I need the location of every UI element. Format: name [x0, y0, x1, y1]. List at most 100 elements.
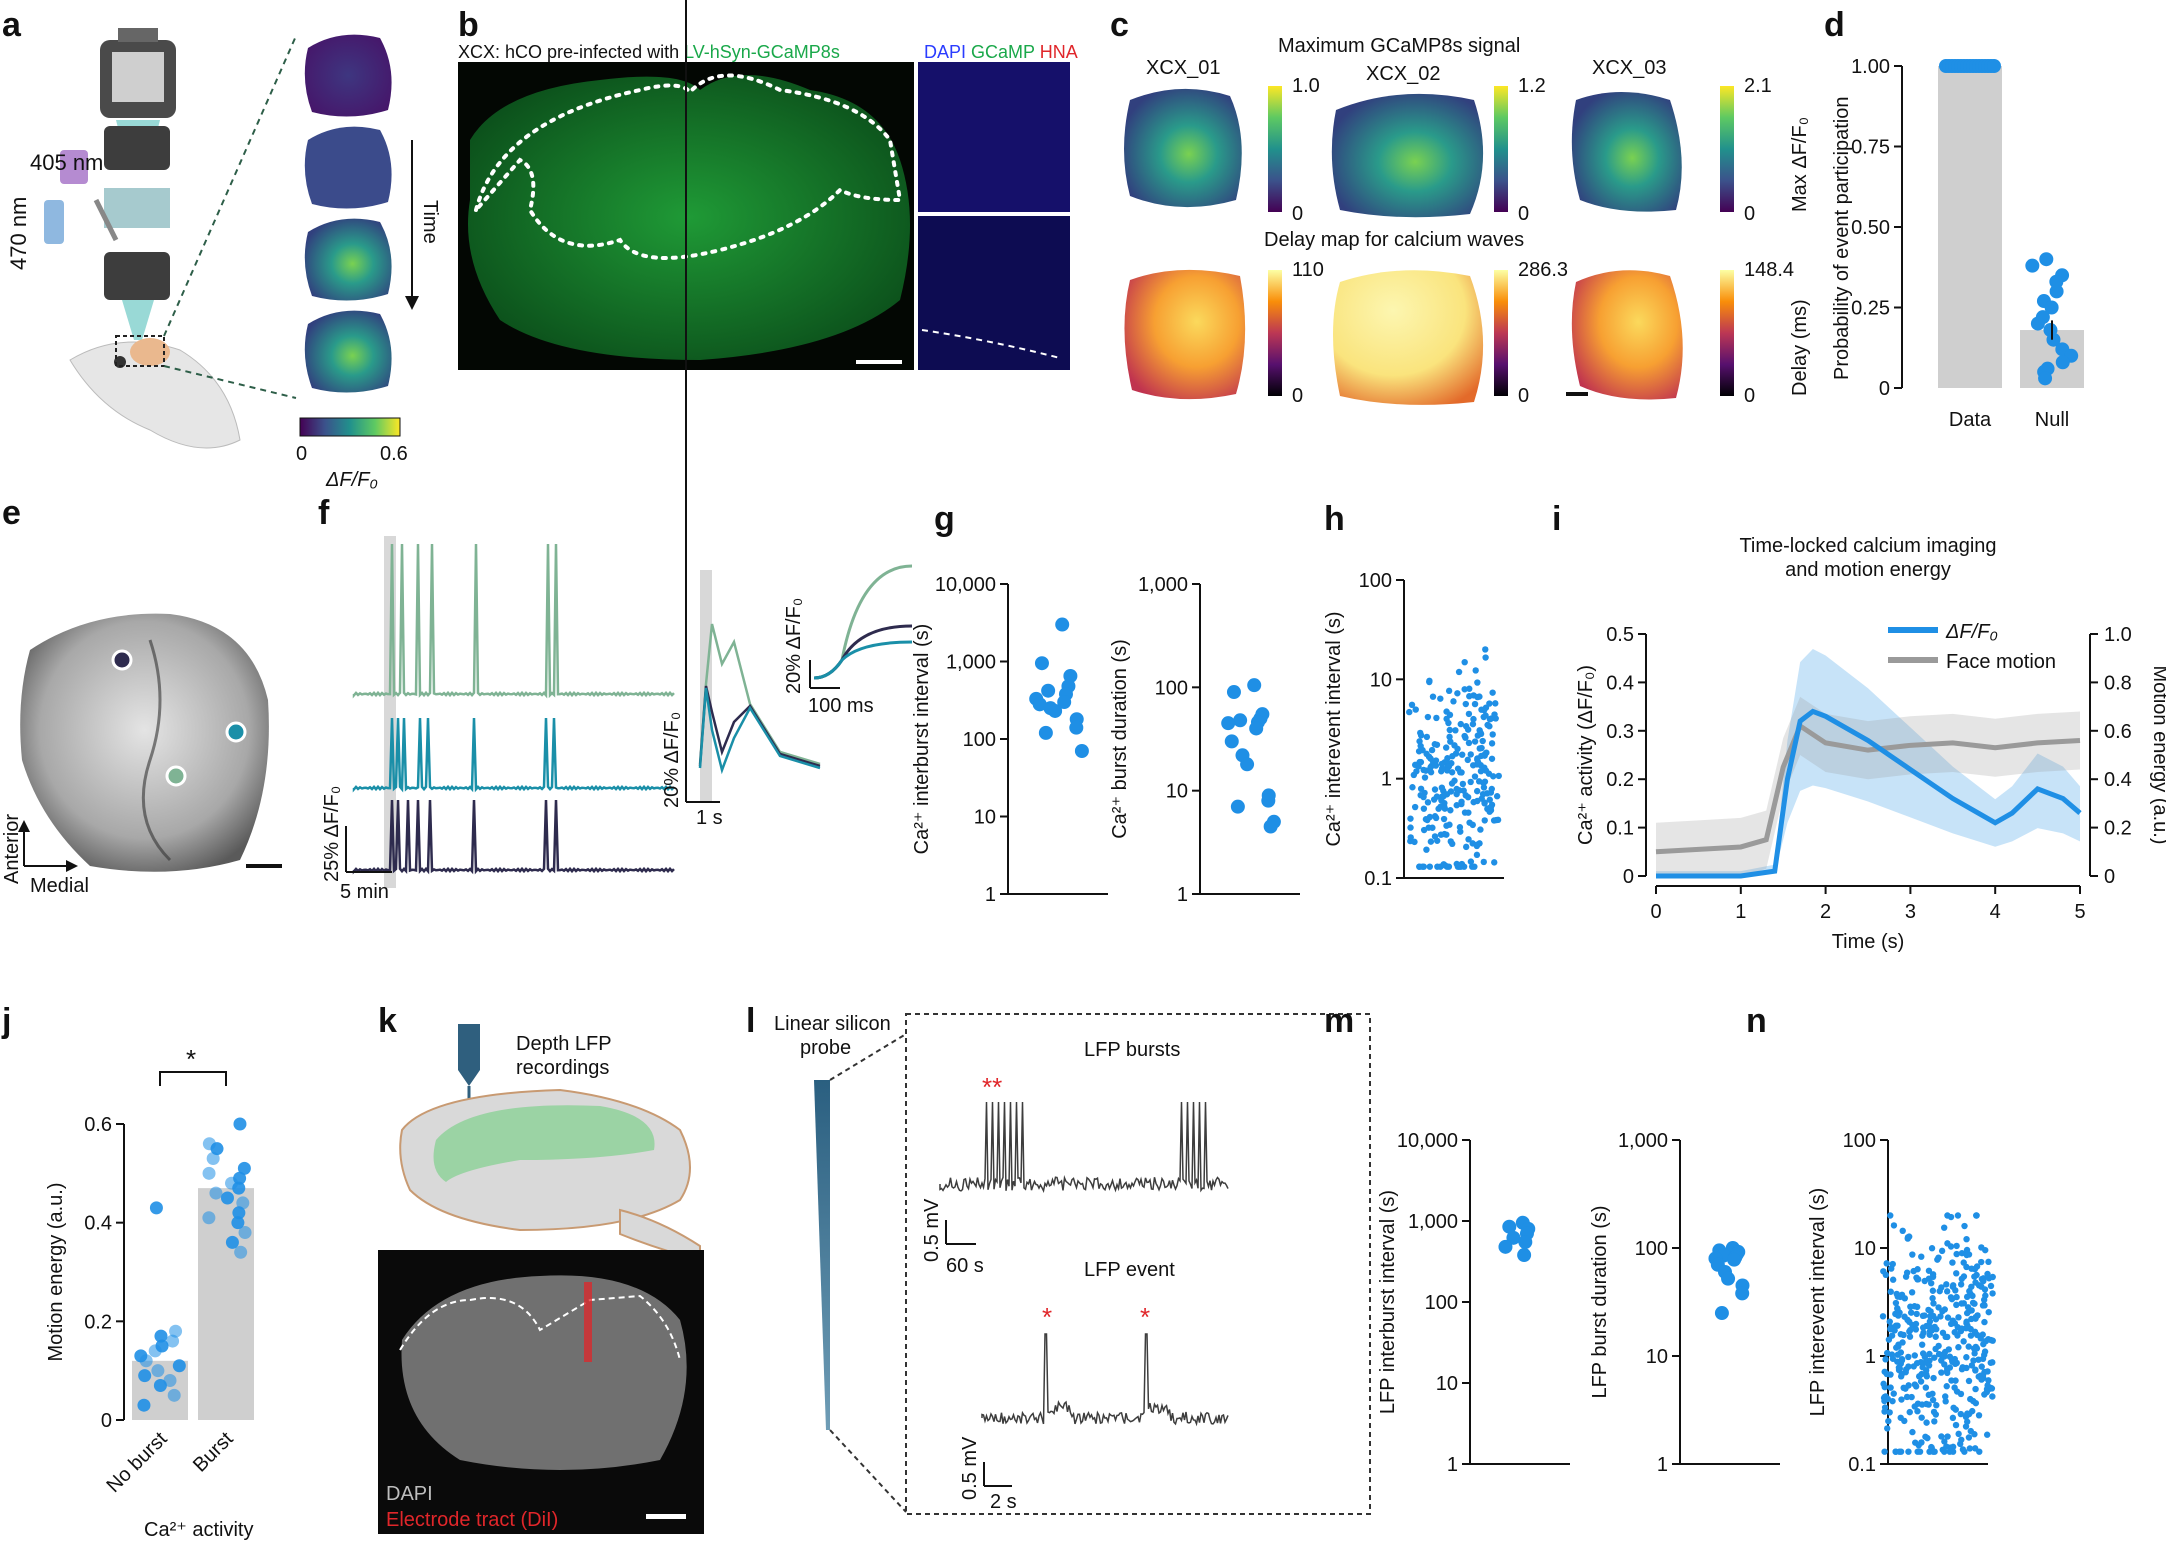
n-point: [1980, 1277, 1987, 1285]
n-point: [1918, 1341, 1926, 1348]
n-point: [1985, 1258, 1992, 1266]
n-point: [1909, 1321, 1916, 1329]
n-point: [1916, 1448, 1924, 1455]
n-point: [1984, 1368, 1991, 1375]
n-point: [1960, 1338, 1967, 1345]
n-point: [1931, 1448, 1938, 1455]
j-point: [233, 1117, 247, 1131]
i-tick-label: 0.3: [1606, 721, 1634, 743]
h-point: [1465, 836, 1472, 843]
panel-label-n: n: [1746, 1002, 1767, 1040]
j-point: [231, 1216, 245, 1230]
h-point: [1412, 706, 1419, 713]
n-point: [1972, 1279, 1979, 1286]
h-point: [1431, 741, 1438, 748]
h-point: [1447, 807, 1454, 814]
stain-dapi: DAPI: [924, 42, 966, 62]
d-tick-label: 1.00: [1851, 56, 1890, 78]
h-point: [1468, 863, 1476, 870]
n-point: [1886, 1409, 1893, 1416]
g1-point: [1032, 697, 1047, 712]
scale-bar-c: [1566, 392, 1588, 396]
h-point: [1486, 716, 1494, 723]
n-point: [1889, 1260, 1896, 1268]
n-point: [1973, 1212, 1980, 1219]
j-point: [166, 1334, 180, 1348]
h-point: [1479, 790, 1487, 798]
n-point: [1964, 1304, 1972, 1311]
n-point: [1910, 1267, 1917, 1275]
g1-point: [1038, 725, 1053, 740]
n-point: [1948, 1357, 1956, 1364]
h-point: [1449, 753, 1456, 760]
h-tick-label: 1: [1381, 769, 1392, 791]
j-point: [206, 1152, 220, 1166]
d-point: [2030, 316, 2045, 331]
n-point: [1931, 1418, 1938, 1425]
f-inset-trace: [813, 640, 913, 680]
zoom-box: [905, 1013, 1371, 1515]
h-point: [1444, 767, 1451, 774]
n-point: [1890, 1222, 1898, 1229]
h-point: [1431, 786, 1439, 793]
roi-dark: [111, 649, 133, 671]
j-point: [220, 1191, 234, 1205]
panel-label-f: f: [318, 494, 330, 532]
n-point: [1907, 1309, 1915, 1316]
n-point: [1922, 1384, 1930, 1391]
h-point: [1477, 767, 1485, 775]
h-point: [1452, 727, 1459, 734]
n-point: [1882, 1271, 1890, 1279]
n-point: [1938, 1433, 1945, 1440]
histology-dapi: DAPI: [386, 1483, 433, 1505]
panel-i-title-1: Time-locked calcium imaging: [1739, 535, 1996, 557]
panel-i-title-2: and motion energy: [1785, 559, 1951, 581]
h-point: [1413, 768, 1420, 775]
n-point: [1882, 1393, 1889, 1401]
n-point: [1931, 1354, 1938, 1361]
h-point: [1491, 711, 1498, 718]
n-point: [1905, 1233, 1913, 1240]
n-tick-label: 10: [1854, 1238, 1876, 1260]
h-ylabel: Ca²⁺ interevent interval (s): [1323, 611, 1345, 846]
g2-point: [1263, 819, 1278, 834]
j-category-label: No burst: [103, 1428, 172, 1497]
h-point: [1411, 803, 1419, 811]
n-point: [1914, 1276, 1922, 1283]
cbar-top-3-max: 2.1: [1744, 75, 1772, 97]
n-point: [1929, 1295, 1936, 1302]
n-point: [1978, 1258, 1985, 1266]
h-point: [1407, 824, 1414, 831]
m2-point: [1714, 1306, 1729, 1321]
f-trace: [352, 717, 675, 793]
m2-tick-label: 10: [1646, 1346, 1668, 1368]
n-point: [1881, 1448, 1888, 1455]
event-marker-2: *: [1140, 1302, 1150, 1332]
m2-tick-label: 1: [1657, 1454, 1668, 1476]
n-point: [1938, 1284, 1945, 1291]
n-point: [1905, 1448, 1912, 1455]
h-point: [1466, 685, 1473, 692]
d-point: [2055, 355, 2070, 370]
objective-upper: [104, 126, 170, 170]
i-right-tick-label: 0: [2104, 866, 2115, 888]
cbar-bottom-3-min: 0: [1744, 385, 1755, 407]
zoom-image-bottom: [918, 216, 1070, 370]
h-point: [1469, 840, 1476, 847]
h-point: [1478, 744, 1485, 752]
g2-point: [1249, 721, 1264, 736]
n-point: [1884, 1425, 1891, 1432]
n-point: [1896, 1448, 1903, 1455]
m1-point: [1518, 1235, 1533, 1250]
d-point: [2044, 300, 2059, 315]
i-xtick-label: 0: [1650, 901, 1661, 923]
panel-a: a 405 nm 470 nm: [2, 6, 441, 491]
n-point: [1989, 1393, 1996, 1400]
j-tick-label: 0.2: [84, 1311, 112, 1333]
mouse-illustration: [69, 335, 241, 449]
n-point: [1895, 1312, 1902, 1319]
camera-sensor: [112, 52, 164, 102]
g2-tick-label: 1: [1177, 884, 1188, 906]
n-point: [1905, 1353, 1912, 1361]
n-point: [1985, 1308, 1992, 1316]
